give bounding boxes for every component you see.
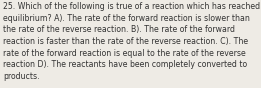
- Text: rate of the forward reaction is equal to the rate of the reverse: rate of the forward reaction is equal to…: [3, 49, 246, 58]
- Text: equilibrium? A). The rate of the forward reaction is slower than: equilibrium? A). The rate of the forward…: [3, 14, 250, 23]
- Text: reaction D). The reactants have been completely converted to: reaction D). The reactants have been com…: [3, 60, 247, 69]
- Text: products.: products.: [3, 72, 40, 81]
- Text: the rate of the reverse reaction. B). The rate of the forward: the rate of the reverse reaction. B). Th…: [3, 25, 235, 34]
- Text: reaction is faster than the rate of the reverse reaction. C). The: reaction is faster than the rate of the …: [3, 37, 248, 46]
- Text: 25. Which of the following is true of a reaction which has reached: 25. Which of the following is true of a …: [3, 2, 260, 11]
